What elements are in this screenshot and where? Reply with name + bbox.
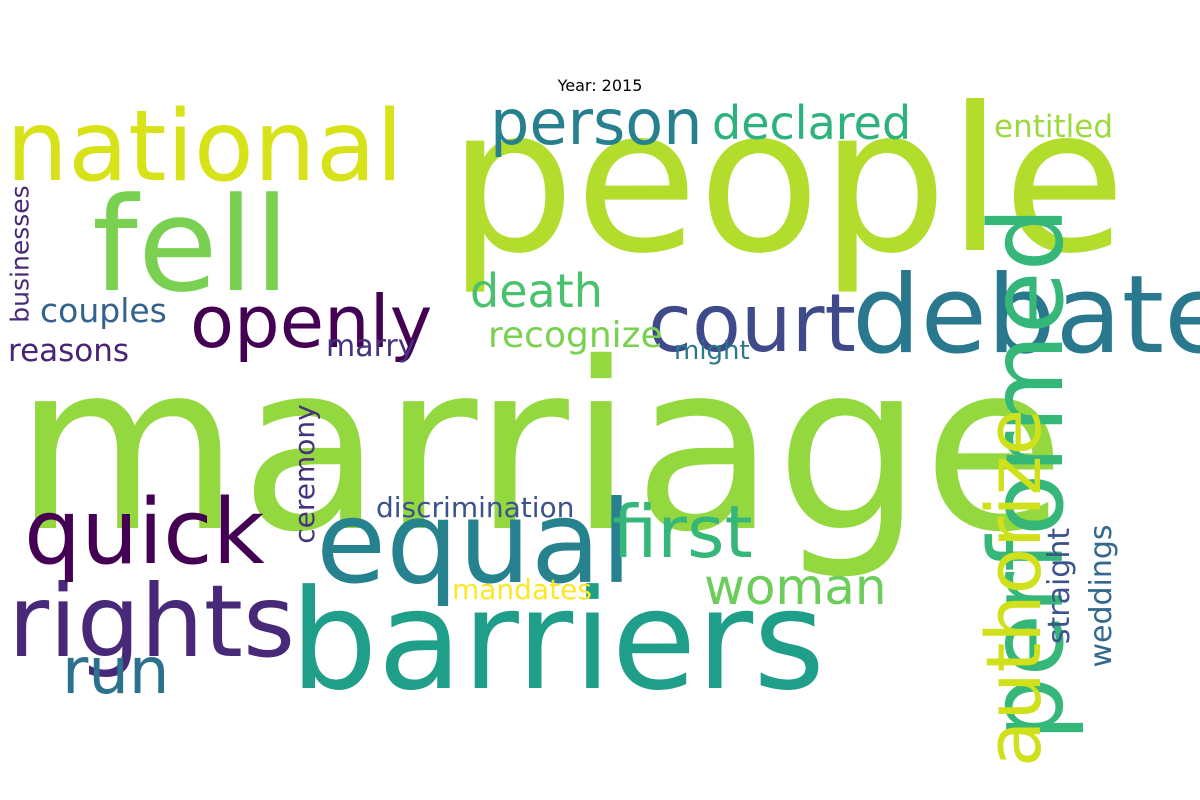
word-recognize: entitled [994, 109, 1114, 145]
word-national: national [6, 90, 404, 204]
word-court: authorize [969, 408, 1058, 768]
word-weddings: weddings [1084, 524, 1119, 668]
word-straight: straight [1042, 527, 1077, 645]
word-first: quick [24, 480, 265, 585]
word-mandates: reasons [8, 333, 130, 369]
word-rights: debate [852, 253, 1200, 378]
word-woman: person [490, 86, 703, 159]
word-run: court [648, 277, 856, 370]
word-openly: first [612, 490, 753, 574]
word-might: recognize [488, 315, 663, 356]
word-equal: equal [316, 476, 633, 609]
word-barriers: barriers [290, 560, 826, 721]
word-ceremony: mandates [452, 573, 592, 606]
word-declared: woman [704, 558, 887, 616]
word-businesses: discrimination [376, 491, 575, 524]
word-fell: fell [92, 169, 290, 321]
word-discrimination: might [674, 336, 750, 366]
word-marry: couples [40, 291, 167, 330]
word-quick: rights [8, 563, 296, 680]
word-person: openly [190, 280, 433, 364]
word-couples: declared [712, 96, 912, 150]
word-marriage: marriage [14, 313, 1066, 583]
word-entitled: death [470, 264, 603, 318]
word-reasons: marry [326, 329, 416, 364]
word-people: people [448, 65, 1126, 298]
chart-title: Year: 2015 [557, 76, 643, 95]
word-death: run [62, 635, 170, 709]
word-performed: businesses [5, 185, 35, 323]
word-authorize: ceremony [288, 404, 321, 544]
